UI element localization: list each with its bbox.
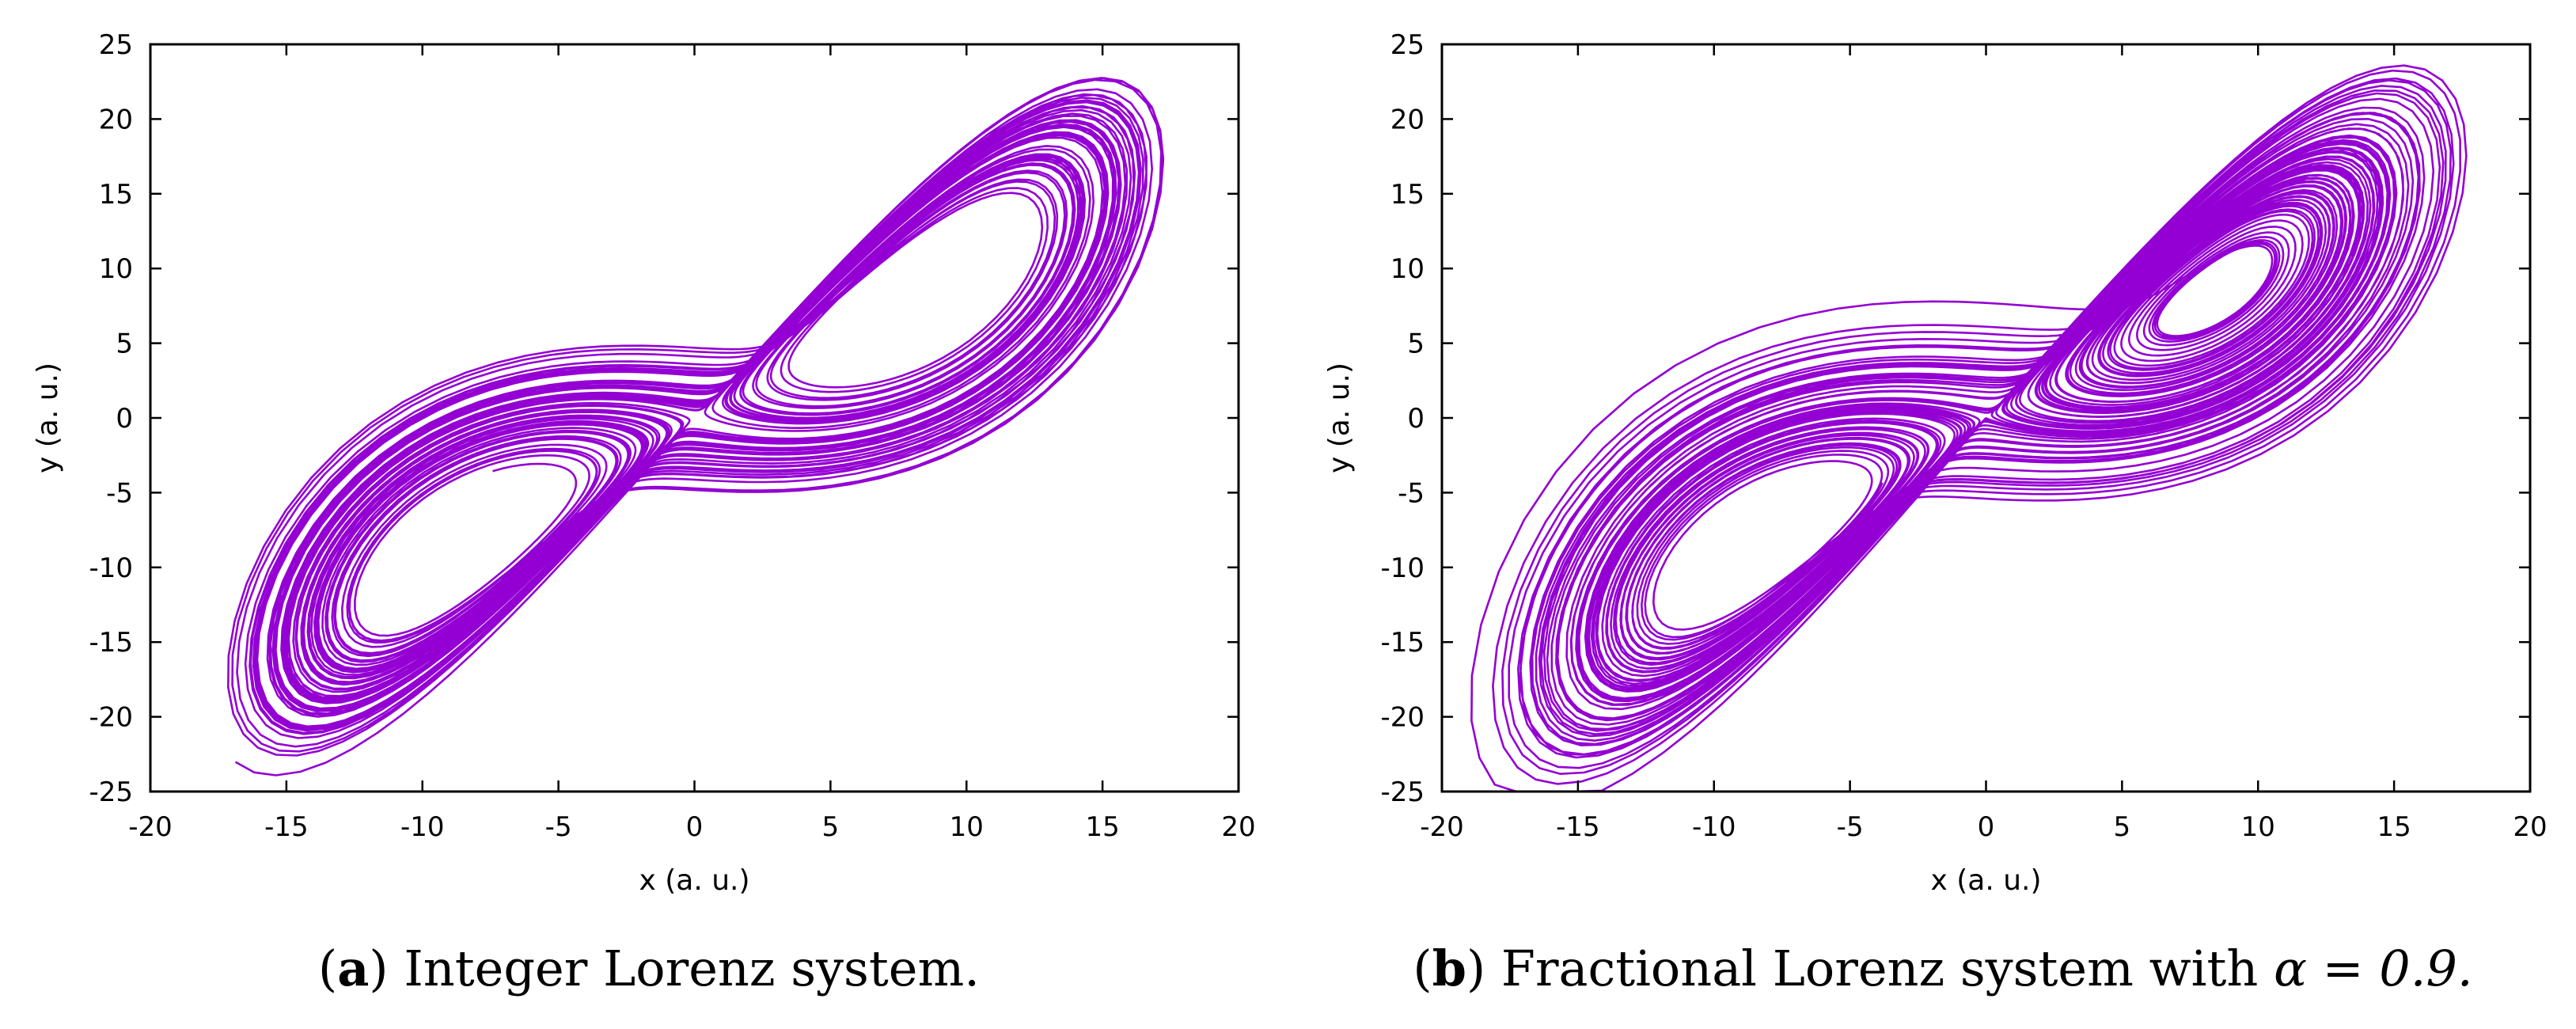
panel-a: -20 -15 -10 -5 0 5 10 15 20 -25-20-15-10-5051015… [32,29,1256,997]
panel-a-caption-letter: a [337,940,369,997]
panel-a-y-axis-label: y (a. u.) [32,363,64,473]
panel-b-x-tick-label: 20 [2513,811,2547,843]
panel-b-y-tick-label: -5 [1398,477,1425,509]
panel-a-x-tick-label: -5 [545,811,572,843]
panel-b-x-tick-label: 15 [2377,811,2411,843]
panel-a-x-tick-label: 10 [950,811,984,843]
panel-b-x-tick-label: -15 [1556,811,1600,843]
panel-a-y-tick-label: 20 [99,104,133,135]
panel-a-x-tick-label: 0 [686,811,704,843]
panel-b-x-tick-label: -10 [1692,811,1736,843]
panel-a-y-tick-label: 5 [116,328,133,360]
panel-b-y-tick-label: 15 [1390,179,1425,211]
panel-a-x-tick-label: 15 [1085,811,1119,843]
panel-a-x-tick-label: 5 [822,811,840,843]
panel-a-y-ticks: -25 -20 -15 -10 -5 0 5 10 15 20 25 [89,29,1239,808]
panel-a-trajectory [227,77,1165,776]
panel-b: -20 -15 -10 -5 0 5 10 15 20 -25-20-15-10-5051015… [1323,29,2548,997]
panel-b-x-tick-label: 5 [2114,811,2131,843]
panel-a-y-tick-label: -15 [89,627,133,659]
panel-b-y-tick-label: 20 [1390,104,1425,135]
panel-a-x-axis-label: x (a. u.) [639,864,749,897]
panel-b-y-tick-label: -15 [1380,627,1425,659]
panel-b-x-tick-label: -20 [1420,811,1464,843]
panel-b-y-axis-label: y (a. u.) [1323,363,1356,473]
panel-b-y-tick-label: 5 [1407,328,1425,360]
panel-a-x-tick-label: 20 [1221,811,1255,843]
panel-b-x-tick-label: 0 [1978,811,1995,843]
panel-b-series-line [1470,64,2468,793]
panel-a-y-tick-label: -10 [89,552,133,584]
panel-b-y-tick-label: 25 [1390,29,1425,61]
panel-b-trajectory [1470,64,2468,793]
panel-b-caption-letter: b [1432,940,1466,997]
panel-a-y-tick-label: 10 [99,253,133,285]
panel-b-y-tick-label: -10 [1380,552,1425,584]
panel-a-y-tick-label: 15 [99,179,133,211]
panel-a-caption: (a) Integer Lorenz system. [318,940,980,997]
panel-a-y-tick-label: -25 [89,776,133,808]
panel-a-y-tick-label: 0 [116,403,133,435]
panel-b-y-tick-label: -25 [1380,776,1425,808]
panel-b-y-tick-label: -20 [1380,702,1425,734]
panel-b-caption-math: α = 0.9. [2274,940,2473,997]
panel-a-x-ticks: -20 -15 -10 -5 0 5 10 15 20 [128,44,1256,843]
panel-a-y-tick-label: -20 [89,702,133,734]
panel-b-x-axis-label: x (a. u.) [1930,864,2041,897]
panel-a-x-tick-label: -10 [400,811,445,843]
panel-a-y-tick-label: -5 [106,477,133,509]
panel-b-y-ticks: -25 -20 -15 -10 -5 0 5 10 15 20 25 [1380,29,2530,808]
panel-a-x-tick-label: -15 [264,811,309,843]
panel-b-x-tick-label: -5 [1837,811,1864,843]
panel-a-series-line [227,77,1165,776]
panel-a-y-tick-label: 25 [99,29,133,61]
panel-b-caption-text: Fractional Lorenz system with [1501,940,2259,997]
panel-b-y-tick-label: 10 [1390,253,1425,285]
panel-a-x-tick-label: -20 [128,811,173,843]
panel-b-x-ticks: -20 -15 -10 -5 0 5 10 15 20 [1420,44,2548,843]
panel-b-caption: (b) Fractional Lorenz system with α = 0.… [1413,940,2472,997]
panel-a-caption-text: Integer Lorenz system. [404,940,980,997]
panel-b-y-tick-label: 0 [1407,403,1425,435]
panel-b-x-tick-label: 10 [2241,811,2275,843]
